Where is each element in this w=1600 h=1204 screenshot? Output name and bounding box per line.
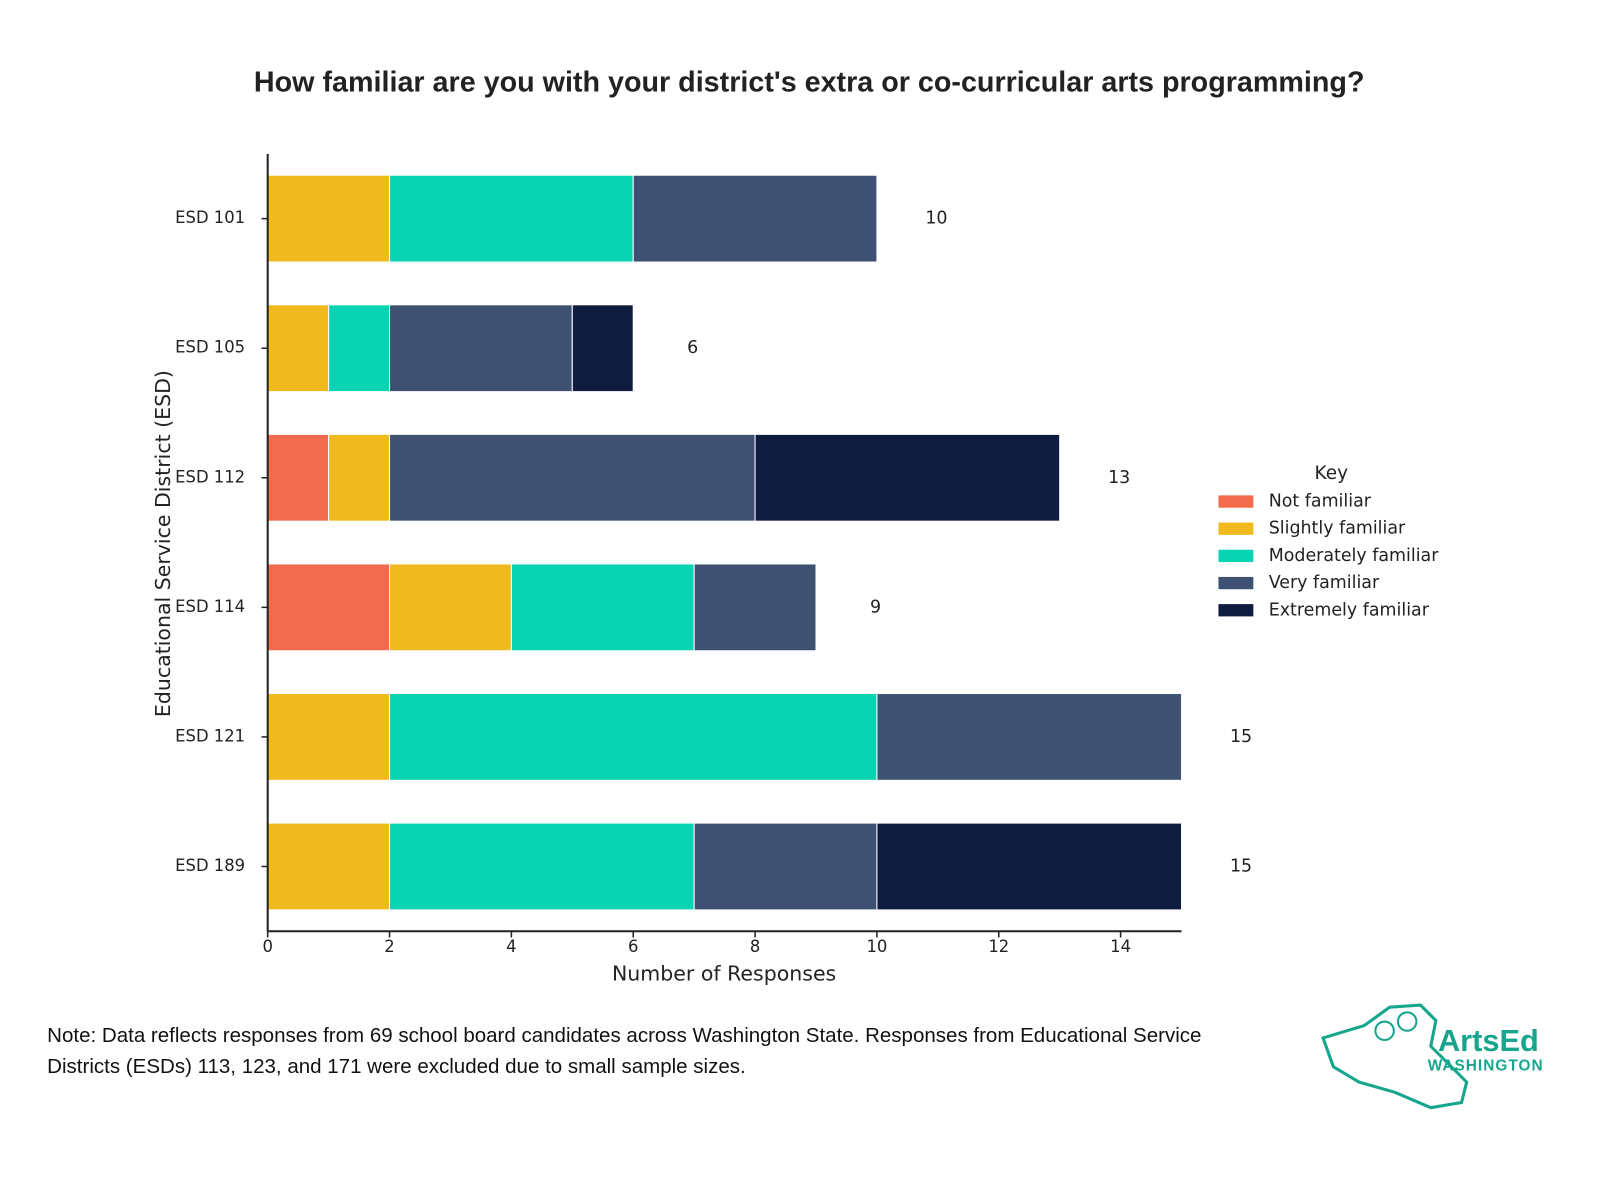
x-axis-label: Number of Responses [612, 961, 836, 985]
y-tick-label: ESD 121 [175, 726, 245, 745]
bar-segment [389, 822, 695, 911]
y-tick-label: ESD 101 [175, 208, 245, 227]
bar-segment [328, 433, 391, 522]
x-tick-label: 4 [506, 937, 516, 956]
bar-segment [389, 433, 756, 522]
total-label: 10 [925, 209, 947, 229]
bar-segment [267, 822, 391, 911]
y-tick-label: ESD 105 [175, 338, 245, 357]
legend-swatch [1218, 604, 1254, 617]
logo-mask [1396, 1011, 1418, 1032]
total-label: 15 [1230, 856, 1252, 876]
total-label: 15 [1230, 727, 1252, 747]
bar-segment [693, 822, 878, 911]
bar-segment [754, 433, 1061, 522]
total-label: 9 [870, 597, 881, 617]
legend-swatch [1218, 522, 1254, 535]
note: Note: Data reflects responses from 69 sc… [47, 1024, 1202, 1078]
bar-segment [267, 304, 330, 393]
bar-segment [876, 693, 1183, 781]
bar-segment [389, 563, 512, 652]
bar-segment [389, 174, 634, 263]
bar-segment [328, 304, 391, 393]
legend-label: Slightly familiar [1269, 519, 1406, 539]
bar-segment [876, 822, 1183, 911]
legend-swatch [1218, 576, 1254, 590]
bar-segment [632, 174, 878, 263]
note-box: Note: Data reflects responses from 69 sc… [47, 1024, 1202, 1078]
legend-swatch [1218, 495, 1254, 508]
x-tick-label: 6 [628, 937, 638, 956]
x-tick-label: 0 [262, 937, 272, 956]
bar-segment [267, 433, 330, 522]
y-tick-label: ESD 114 [175, 597, 245, 616]
y-axis-label: Educational Service District (ESD) [151, 370, 175, 717]
logo-text: ArtsEd [1438, 1023, 1539, 1058]
bar-segment [267, 693, 391, 781]
x-tick-label: 12 [988, 937, 1009, 956]
x-tick-label: 14 [1110, 937, 1131, 956]
bar-segment [571, 304, 634, 393]
bar-segment [389, 304, 573, 393]
legend-label: Extremely familiar [1269, 600, 1430, 620]
legend-label: Not familiar [1269, 492, 1372, 512]
y-tick-label: ESD 189 [175, 856, 245, 875]
total-label: 13 [1108, 468, 1130, 488]
logo-text: WASHINGTON [1428, 1058, 1544, 1075]
bar-segment [389, 693, 878, 781]
legend-label: Moderately familiar [1269, 546, 1440, 566]
bar-segment [510, 563, 695, 652]
x-tick-label: 8 [750, 937, 760, 956]
bar-segment [267, 563, 391, 652]
bar-segment [693, 563, 817, 652]
legend-swatch [1218, 549, 1254, 563]
logo-mask [1374, 1020, 1395, 1042]
y-tick-label: ESD 112 [175, 467, 245, 486]
legend-title: Key [1315, 463, 1349, 484]
total-label: 6 [687, 338, 698, 358]
bar-segment [267, 174, 391, 263]
logo: ArtsEd WASHINGTON [1321, 1003, 1544, 1110]
x-tick-label: 10 [866, 937, 887, 956]
legend-label: Very familiar [1269, 573, 1380, 593]
chart-title: How familiar are you with your district'… [254, 67, 1365, 99]
logo-shape [1321, 1003, 1469, 1110]
x-tick-label: 2 [384, 937, 394, 956]
